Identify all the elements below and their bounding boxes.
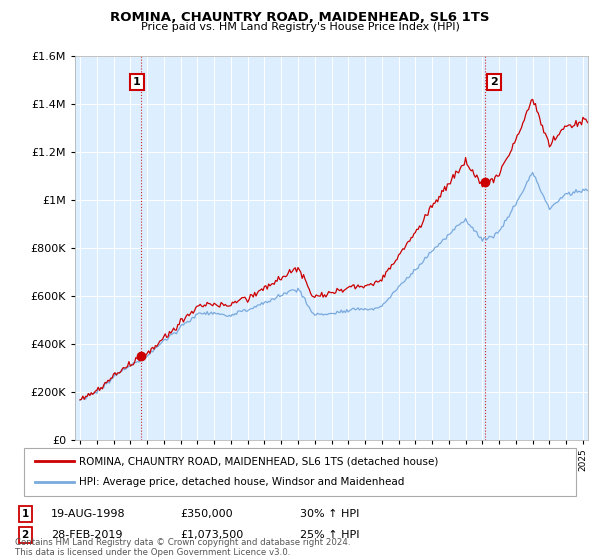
Text: 28-FEB-2019: 28-FEB-2019 [51, 530, 122, 540]
FancyBboxPatch shape [24, 448, 576, 496]
Text: £1,073,500: £1,073,500 [180, 530, 243, 540]
Text: 30% ↑ HPI: 30% ↑ HPI [300, 509, 359, 519]
Text: 2: 2 [490, 77, 498, 87]
Text: 1: 1 [22, 509, 29, 519]
Text: Contains HM Land Registry data © Crown copyright and database right 2024.
This d: Contains HM Land Registry data © Crown c… [15, 538, 350, 557]
Text: 19-AUG-1998: 19-AUG-1998 [51, 509, 125, 519]
Text: 1: 1 [133, 77, 140, 87]
Text: 25% ↑ HPI: 25% ↑ HPI [300, 530, 359, 540]
Text: £350,000: £350,000 [180, 509, 233, 519]
Text: ROMINA, CHAUNTRY ROAD, MAIDENHEAD, SL6 1TS: ROMINA, CHAUNTRY ROAD, MAIDENHEAD, SL6 1… [110, 11, 490, 24]
Text: Price paid vs. HM Land Registry's House Price Index (HPI): Price paid vs. HM Land Registry's House … [140, 22, 460, 32]
Text: ROMINA, CHAUNTRY ROAD, MAIDENHEAD, SL6 1TS (detached house): ROMINA, CHAUNTRY ROAD, MAIDENHEAD, SL6 1… [79, 456, 439, 466]
Text: 2: 2 [22, 530, 29, 540]
Text: HPI: Average price, detached house, Windsor and Maidenhead: HPI: Average price, detached house, Wind… [79, 477, 404, 487]
